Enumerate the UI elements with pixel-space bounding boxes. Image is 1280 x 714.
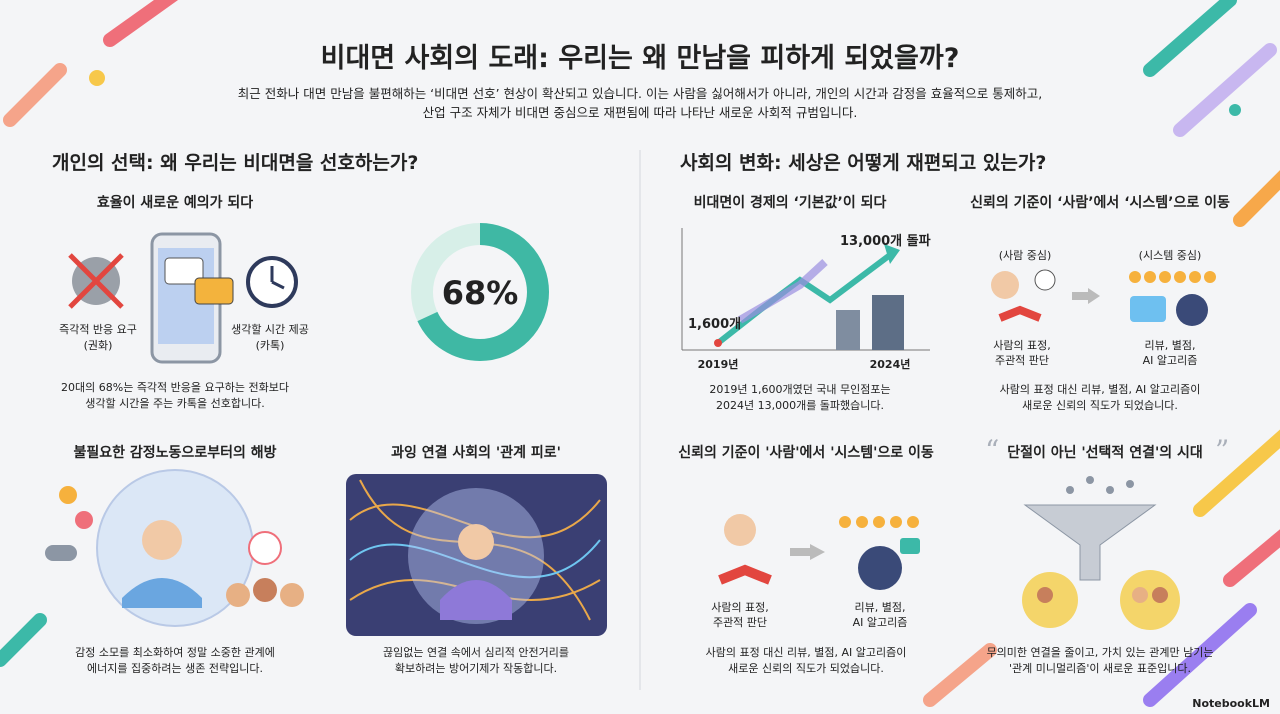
label: (시스템 중심) bbox=[1138, 249, 1202, 262]
subtitle: 최근 전화나 대면 만남을 불편해하는 ‘비대면 선호’ 현상이 확산되고 있습… bbox=[237, 86, 1043, 101]
svg-text:”: ” bbox=[1215, 434, 1229, 467]
panel-title: 효율이 새로운 예의가 되다 bbox=[96, 195, 254, 211]
brand: NotebookLM bbox=[1192, 697, 1270, 710]
label: AI 알고리즘 bbox=[1142, 354, 1198, 367]
label: 생각할 시간 제공 bbox=[231, 323, 309, 336]
label: 2019년 bbox=[697, 358, 739, 371]
caption: '관계 미니멀리즘'이 새로운 표준입니다. bbox=[1009, 662, 1191, 675]
svg-text:“: “ bbox=[985, 434, 999, 467]
panel-title: 비대면이 경제의 ‘기본값’이 되다 bbox=[693, 195, 887, 211]
panel-title: 단절이 아닌 '선택적 연결'의 시대 bbox=[1007, 445, 1203, 461]
caption: 끊임없는 연결 속에서 심리적 안전거리를 bbox=[382, 646, 570, 659]
caption: 2019년 1,600개였던 국내 무인점포는 bbox=[709, 383, 891, 396]
caption: 20대의 68%는 즉각적 반응을 요구하는 전화보다 bbox=[61, 381, 289, 394]
caption: 새로운 신뢰의 직도가 되었습니다. bbox=[1022, 399, 1178, 412]
caption: 감정 소모를 최소화하여 정말 소중한 관계에 bbox=[75, 646, 275, 659]
caption: 새로운 신뢰의 직도가 되었습니다. bbox=[728, 662, 884, 675]
panel-title: 불필요한 감정노동으로부터의 해방 bbox=[73, 445, 277, 461]
caption: 생각할 시간을 주는 카톡을 선호합니다. bbox=[85, 397, 265, 410]
label: 2024년 bbox=[869, 358, 911, 371]
label: 즉각적 반응 요구 bbox=[59, 323, 137, 336]
caption: 무의미한 연결을 줄이고, 가치 있는 관계만 남기는 bbox=[986, 646, 1214, 659]
panel-title: 과잉 연결 사회의 '관계 피로' bbox=[391, 445, 561, 461]
caption: 사람의 표정 대신 리뷰, 별점, AI 알고리즘이 bbox=[999, 383, 1201, 396]
label: 주관적 판단 bbox=[994, 354, 1050, 367]
caption: 사람의 표정 대신 리뷰, 별점, AI 알고리즘이 bbox=[705, 646, 907, 659]
panel-title: 신뢰의 기준이 '사람'에서 '시스템'으로 이동 bbox=[678, 445, 934, 461]
label: 사람의 표정, bbox=[993, 339, 1051, 352]
label: (사람 중심) bbox=[998, 249, 1052, 262]
title: 비대면 사회의 도래: 우리는 왜 만남을 피하게 되었을까? bbox=[320, 43, 960, 74]
donut-arc bbox=[411, 223, 549, 361]
label: (카톡) bbox=[255, 339, 285, 352]
panel-title: 신뢰의 기준이 ‘사람’에서 ‘시스템’으로 이동 bbox=[970, 195, 1230, 211]
label: 13,000개 돌파 bbox=[840, 234, 931, 249]
donut-label: 68% bbox=[441, 274, 519, 312]
caption: 확보하려는 방어기제가 작동합니다. bbox=[394, 662, 558, 675]
label: 주관적 판단 bbox=[712, 616, 768, 629]
section-heading: 사회의 변화: 세상은 어떻게 재편되고 있는가? bbox=[680, 152, 1047, 174]
label: (권화) bbox=[83, 339, 113, 352]
section-heading: 개인의 선택: 왜 우리는 비대면을 선호하는가? bbox=[52, 152, 419, 174]
label: 1,600개 bbox=[688, 317, 742, 332]
label: AI 알고리즘 bbox=[852, 616, 908, 629]
subtitle: 산업 구조 자체가 비대면 중심으로 재편됨에 따라 나타난 새로운 사회적 규… bbox=[422, 105, 858, 120]
caption: 2024년 13,000개를 돌파했습니다. bbox=[715, 399, 885, 412]
label: 사람의 표정, bbox=[711, 601, 769, 614]
label: 리뷰, 별점, bbox=[854, 601, 906, 614]
caption: 에너지를 집중하려는 생존 전략입니다. bbox=[87, 662, 263, 675]
label: 리뷰, 별점, bbox=[1144, 339, 1196, 352]
